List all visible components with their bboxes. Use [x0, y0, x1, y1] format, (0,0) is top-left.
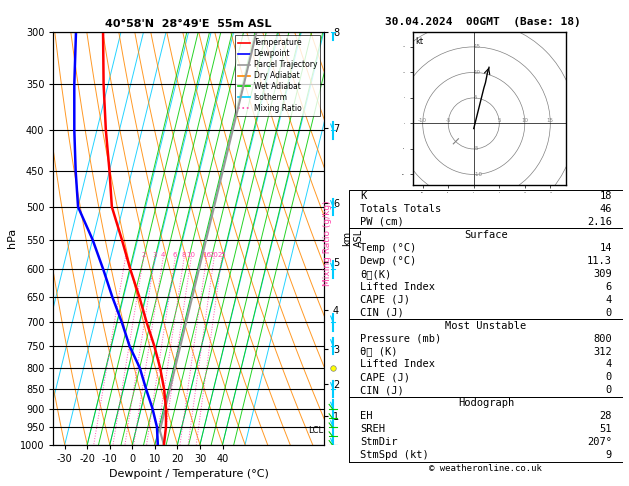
Text: -10: -10	[474, 172, 482, 177]
Y-axis label: km
ASL: km ASL	[342, 229, 364, 247]
Text: 8: 8	[182, 252, 186, 258]
Text: Most Unstable: Most Unstable	[445, 321, 526, 330]
Text: CIN (J): CIN (J)	[360, 385, 404, 396]
Text: 10: 10	[521, 119, 528, 123]
Text: 10: 10	[187, 252, 196, 258]
Text: 312: 312	[593, 347, 612, 357]
Text: SREH: SREH	[360, 424, 385, 434]
Text: 0: 0	[606, 372, 612, 382]
Text: 3: 3	[153, 252, 157, 258]
Title: 40°58'N  28°49'E  55m ASL: 40°58'N 28°49'E 55m ASL	[106, 19, 272, 30]
Text: 2: 2	[142, 252, 146, 258]
Text: CAPE (J): CAPE (J)	[360, 295, 410, 305]
Text: 25: 25	[218, 252, 226, 258]
Text: 6: 6	[173, 252, 177, 258]
Text: 309: 309	[593, 269, 612, 279]
Text: Lifted Index: Lifted Index	[360, 282, 435, 292]
Text: 11.3: 11.3	[587, 256, 612, 266]
Text: Pressure (mb): Pressure (mb)	[360, 333, 442, 344]
Text: 4: 4	[161, 252, 165, 258]
Text: Dewp (°C): Dewp (°C)	[360, 256, 416, 266]
Text: -10: -10	[418, 119, 427, 123]
Text: 16: 16	[202, 252, 211, 258]
Text: 46: 46	[599, 204, 612, 214]
Text: 10: 10	[474, 70, 481, 75]
Text: 800: 800	[593, 333, 612, 344]
Text: θᴄ(K): θᴄ(K)	[360, 269, 391, 279]
Text: CAPE (J): CAPE (J)	[360, 372, 410, 382]
Text: 6: 6	[606, 282, 612, 292]
Text: Temp (°C): Temp (°C)	[360, 243, 416, 253]
Text: StmDir: StmDir	[360, 437, 398, 447]
Text: © weatheronline.co.uk: © weatheronline.co.uk	[430, 464, 542, 473]
Text: LCL: LCL	[308, 426, 323, 435]
Text: 51: 51	[599, 424, 612, 434]
Text: 0: 0	[606, 308, 612, 318]
Y-axis label: hPa: hPa	[7, 228, 17, 248]
Text: Lifted Index: Lifted Index	[360, 360, 435, 369]
Text: 18: 18	[599, 191, 612, 201]
Text: 5: 5	[474, 95, 477, 101]
Text: Surface: Surface	[464, 230, 508, 240]
Text: 1: 1	[123, 252, 128, 258]
Text: 15: 15	[547, 119, 554, 123]
Text: 30.04.2024  00GMT  (Base: 18): 30.04.2024 00GMT (Base: 18)	[385, 17, 581, 27]
Text: 5: 5	[498, 119, 501, 123]
Text: 4: 4	[606, 295, 612, 305]
X-axis label: Dewpoint / Temperature (°C): Dewpoint / Temperature (°C)	[109, 469, 269, 479]
Text: CIN (J): CIN (J)	[360, 308, 404, 318]
Text: PW (cm): PW (cm)	[360, 217, 404, 227]
Text: Hodograph: Hodograph	[458, 399, 514, 408]
Text: Totals Totals: Totals Totals	[360, 204, 442, 214]
Text: θᴄ (K): θᴄ (K)	[360, 347, 398, 357]
Text: EH: EH	[360, 411, 372, 421]
Text: 14: 14	[599, 243, 612, 253]
Text: 28: 28	[599, 411, 612, 421]
Text: kt: kt	[415, 37, 423, 46]
Text: 4: 4	[606, 360, 612, 369]
Text: 207°: 207°	[587, 437, 612, 447]
Text: 15: 15	[474, 44, 481, 50]
Text: -5: -5	[474, 146, 479, 152]
Text: StmSpd (kt): StmSpd (kt)	[360, 450, 429, 460]
Text: K: K	[360, 191, 366, 201]
Text: 20: 20	[209, 252, 218, 258]
Text: Mixing Ratio (g/kg): Mixing Ratio (g/kg)	[323, 200, 331, 286]
Text: -5: -5	[445, 119, 451, 123]
Text: 9: 9	[606, 450, 612, 460]
Legend: Temperature, Dewpoint, Parcel Trajectory, Dry Adiabat, Wet Adiabat, Isotherm, Mi: Temperature, Dewpoint, Parcel Trajectory…	[235, 35, 320, 116]
Text: 2.16: 2.16	[587, 217, 612, 227]
Text: 0: 0	[606, 385, 612, 396]
